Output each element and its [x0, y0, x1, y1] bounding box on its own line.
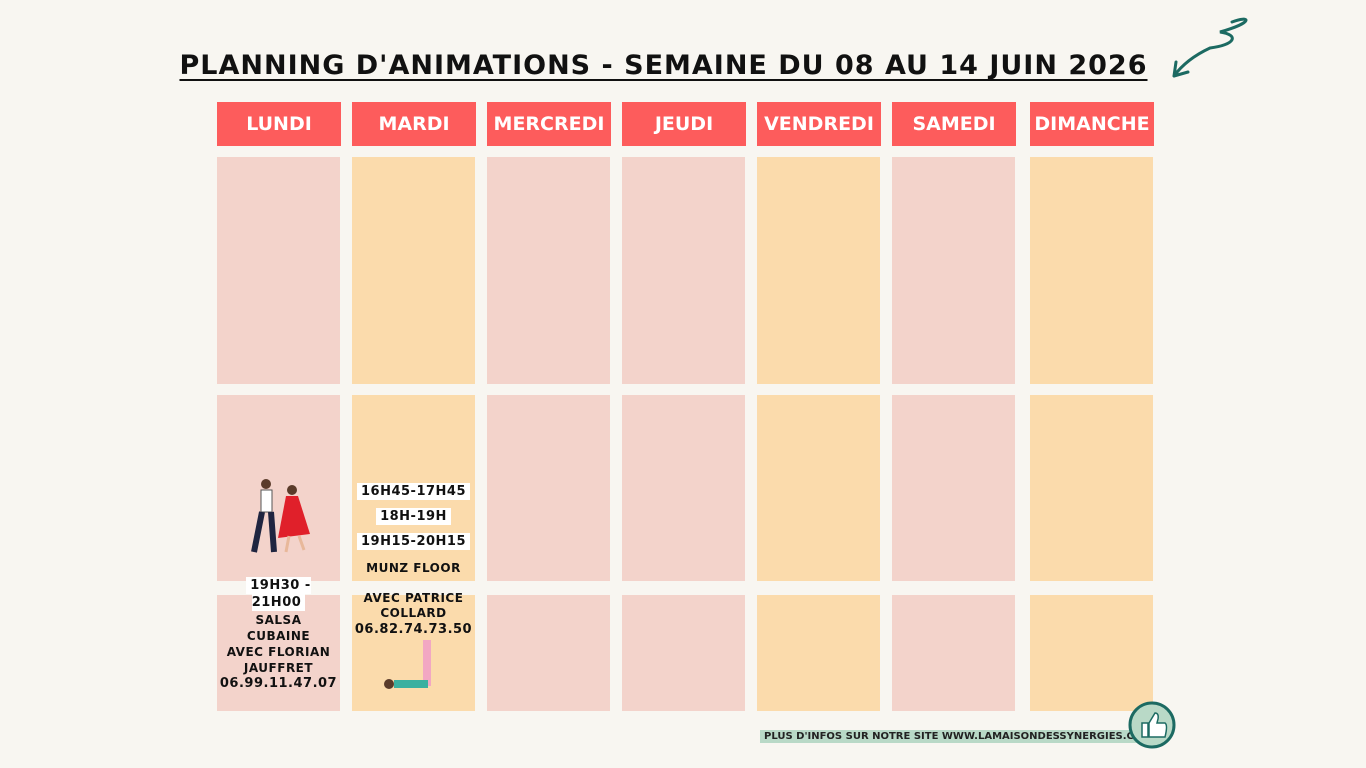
day-cell — [487, 395, 610, 581]
mardi-times: 16H45-17H45 18H-19H 19H15-20H15 — [352, 483, 475, 558]
time-row: 19H15-20H15 — [352, 533, 475, 550]
day-cell — [217, 595, 340, 711]
arrow-decor — [1172, 17, 1248, 78]
day-cell — [757, 157, 880, 384]
day-header: JEUDI — [622, 102, 746, 146]
day-cell — [892, 157, 1015, 384]
day-cell — [1030, 595, 1153, 711]
mardi-phone: 06.82.74.73.50 — [354, 622, 473, 637]
day-cell — [622, 395, 745, 581]
day-cell — [352, 595, 475, 711]
day-cell — [1030, 157, 1153, 384]
day-cell — [487, 595, 610, 711]
mardi-time: 19H15-20H15 — [356, 533, 471, 550]
dancers-illustration — [250, 479, 310, 553]
mardi-host: AVEC PATRICE COLLARD — [363, 591, 464, 620]
day-header: LUNDI — [217, 102, 341, 146]
thumbs-icon — [1128, 701, 1176, 749]
lundi-host: AVEC FLORIAN JAUFFRET — [226, 645, 331, 675]
day-cell — [622, 157, 745, 384]
footer-link: PLUS D'INFOS SUR NOTRE SITE WWW.LAMAISON… — [760, 730, 1157, 743]
lundi-time: 19H30 - 21H00 — [246, 577, 311, 611]
day-cell — [757, 595, 880, 711]
day-header: DIMANCHE — [1030, 102, 1154, 146]
lundi-phone: 06.99.11.47.07 — [219, 676, 338, 691]
day-header: VENDREDI — [757, 102, 881, 146]
day-cell — [217, 157, 340, 384]
day-cell — [622, 595, 745, 711]
time-row: 16H45-17H45 — [352, 483, 475, 500]
day-header: MARDI — [352, 102, 476, 146]
day-cell — [1030, 395, 1153, 581]
day-header: SAMEDI — [892, 102, 1016, 146]
day-cell — [217, 395, 340, 581]
day-cell — [757, 395, 880, 581]
day-header: MERCREDI — [487, 102, 611, 146]
mardi-time: 18H-19H — [376, 508, 451, 525]
title: PLANNING D'ANIMATIONS - SEMAINE DU 08 AU… — [179, 50, 1148, 81]
yoga-illustration — [384, 640, 431, 689]
day-cell — [352, 157, 475, 384]
day-cell — [892, 395, 1015, 581]
mardi-activity: MUNZ FLOOR — [366, 561, 461, 575]
time-row: 18H-19H — [352, 508, 475, 525]
lundi-activity: SALSA CUBAINE — [246, 613, 311, 643]
mardi-time: 16H45-17H45 — [356, 483, 471, 500]
day-cell — [892, 595, 1015, 711]
dancers — [217, 474, 340, 563]
day-cell — [487, 157, 610, 384]
